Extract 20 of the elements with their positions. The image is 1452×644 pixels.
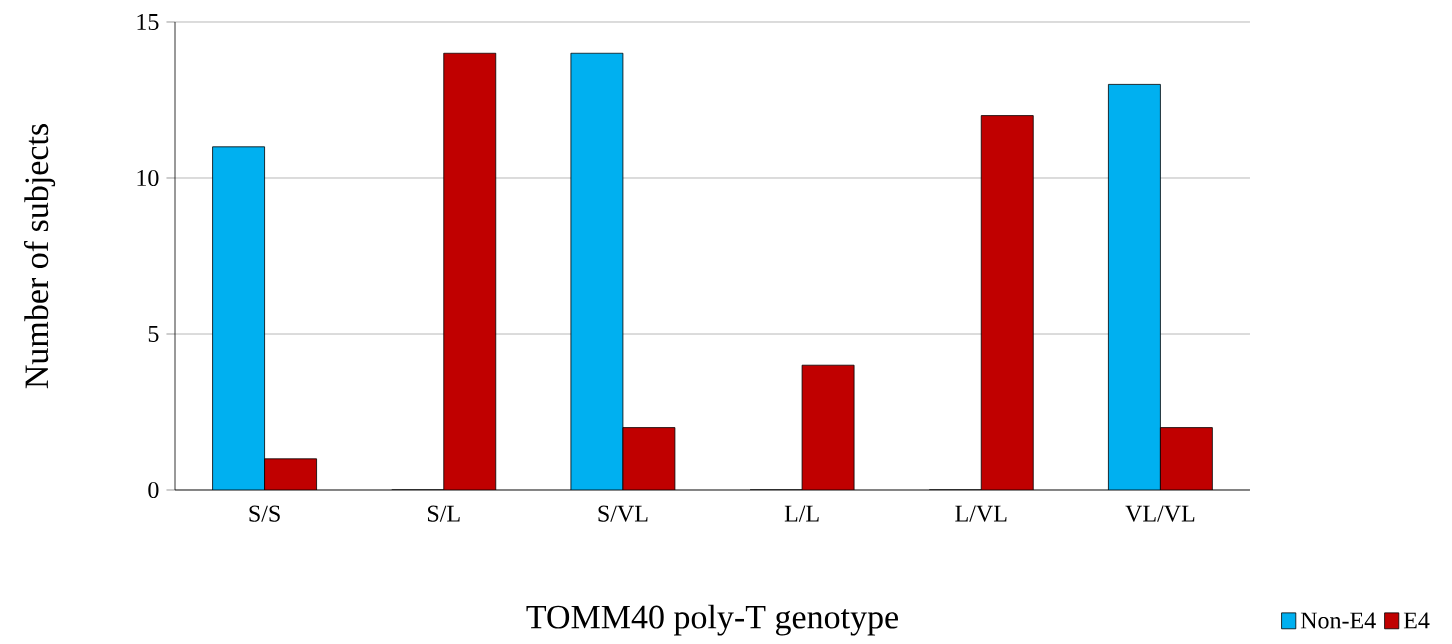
x-tick-label: VL/VL — [1125, 505, 1195, 522]
legend-label: Non-E4 — [1300, 612, 1376, 629]
x-tick-label: S/VL — [598, 505, 648, 522]
y-tick-label: 5 — [148, 326, 159, 342]
y-axis-title: Number of subjects — [23, 124, 56, 389]
y-tick-label: 15 — [137, 13, 159, 31]
bar — [443, 53, 496, 490]
bar — [264, 458, 317, 490]
x-tick-label: L/L — [784, 505, 819, 522]
y-tick-label: 0 — [148, 481, 159, 499]
y-tick-label: 10 — [137, 169, 159, 187]
x-tick-label: L/VL — [955, 505, 1007, 522]
bar — [802, 365, 855, 490]
x-axis-title: TOMM40 poly-T genotype — [526, 604, 898, 636]
x-tick-label: S/S — [249, 505, 280, 522]
bar — [622, 427, 675, 490]
bar — [1160, 427, 1213, 490]
x-tick-label: S/L — [428, 505, 460, 522]
bar — [981, 115, 1034, 490]
legend-label: E4 — [1403, 612, 1430, 629]
